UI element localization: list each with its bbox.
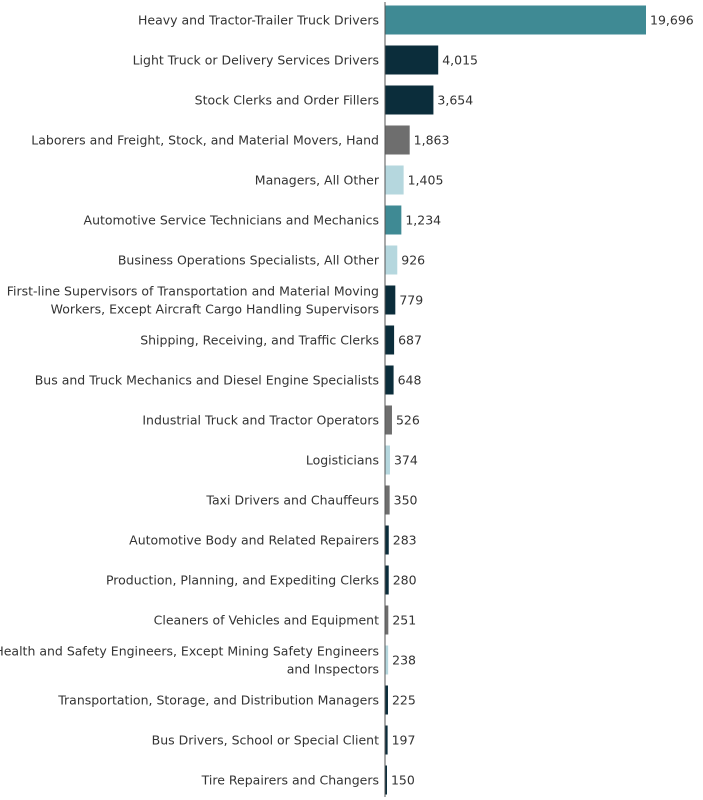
bar-18[interactable] bbox=[385, 725, 388, 755]
value-label-15: 251 bbox=[392, 613, 416, 628]
value-label-10: 526 bbox=[396, 413, 420, 428]
category-label-1: Light Truck or Delivery Services Drivers bbox=[133, 53, 379, 68]
bar-13[interactable] bbox=[385, 525, 389, 555]
bar-11[interactable] bbox=[385, 445, 390, 475]
category-label-15: Cleaners of Vehicles and Equipment bbox=[154, 613, 379, 628]
category-label-17: Transportation, Storage, and Distributio… bbox=[57, 693, 379, 708]
bar-14[interactable] bbox=[385, 565, 389, 595]
category-label-19: Tire Repairers and Changers bbox=[201, 773, 379, 788]
bar-10[interactable] bbox=[385, 405, 392, 435]
category-label-7-line-0: First-line Supervisors of Transportation… bbox=[7, 284, 379, 299]
value-label-16: 238 bbox=[392, 653, 416, 668]
value-label-17: 225 bbox=[392, 693, 416, 708]
bar-3[interactable] bbox=[385, 125, 410, 155]
category-label-5: Automotive Service Technicians and Mecha… bbox=[84, 213, 379, 228]
bar-1[interactable] bbox=[385, 45, 439, 75]
category-label-10: Industrial Truck and Tractor Operators bbox=[142, 413, 379, 428]
category-label-9: Bus and Truck Mechanics and Diesel Engin… bbox=[35, 373, 379, 388]
value-label-7: 779 bbox=[399, 293, 423, 308]
bar-0[interactable] bbox=[385, 5, 646, 35]
category-label-18: Bus Drivers, School or Special Client bbox=[152, 733, 379, 748]
category-label-6: Business Operations Specialists, All Oth… bbox=[118, 253, 380, 268]
value-label-2: 3,654 bbox=[437, 93, 473, 108]
category-labels-layer: Heavy and Tractor-Trailer Truck Drivers L… bbox=[0, 13, 380, 788]
value-label-11: 374 bbox=[394, 453, 418, 468]
value-label-13: 283 bbox=[393, 533, 417, 548]
value-label-3: 1,863 bbox=[414, 133, 450, 148]
value-label-5: 1,234 bbox=[405, 213, 441, 228]
bar-6[interactable] bbox=[385, 245, 398, 275]
category-label-2: Stock Clerks and Order Fillers bbox=[195, 93, 379, 108]
value-label-14: 280 bbox=[393, 573, 417, 588]
bar-15[interactable] bbox=[385, 605, 389, 635]
value-label-12: 350 bbox=[394, 493, 418, 508]
bar-12[interactable] bbox=[385, 485, 390, 515]
value-label-19: 150 bbox=[391, 773, 415, 788]
category-label-16-line-1: and Inspectors bbox=[287, 662, 379, 677]
bar-2[interactable] bbox=[385, 85, 434, 115]
bar-7[interactable] bbox=[385, 285, 396, 315]
category-label-7-line-1: Workers, Except Aircraft Cargo Handling … bbox=[51, 302, 379, 317]
category-label-4: Managers, All Other bbox=[255, 173, 380, 188]
category-label-8: Shipping, Receiving, and Traffic Clerks bbox=[140, 333, 379, 348]
bar-19[interactable] bbox=[385, 765, 387, 795]
category-label-16-line-0: Health and Safety Engineers, Except Mini… bbox=[0, 644, 379, 659]
category-label-12: Taxi Drivers and Chauffeurs bbox=[205, 493, 379, 508]
category-label-14: Production, Planning, and Expediting Cle… bbox=[106, 573, 379, 588]
value-labels-layer: 19,696 4,015 3,654 1,863 1,405 1,234 926 779 687… bbox=[391, 13, 694, 788]
bar-8[interactable] bbox=[385, 325, 395, 355]
value-label-9: 648 bbox=[398, 373, 422, 388]
category-label-11: Logisticians bbox=[306, 453, 379, 468]
value-label-18: 197 bbox=[392, 733, 416, 748]
category-label-13: Automotive Body and Related Repairers bbox=[129, 533, 379, 548]
category-label-0: Heavy and Tractor-Trailer Truck Drivers bbox=[138, 13, 379, 28]
value-label-4: 1,405 bbox=[408, 173, 444, 188]
bars-layer bbox=[385, 5, 646, 795]
value-label-8: 687 bbox=[398, 333, 422, 348]
bar-9[interactable] bbox=[385, 365, 394, 395]
bar-4[interactable] bbox=[385, 165, 404, 195]
bar-5[interactable] bbox=[385, 205, 402, 235]
bar-16[interactable] bbox=[385, 645, 389, 675]
value-label-6: 926 bbox=[401, 253, 425, 268]
value-label-0: 19,696 bbox=[650, 13, 694, 28]
value-label-1: 4,015 bbox=[442, 53, 478, 68]
bar-17[interactable] bbox=[385, 685, 388, 715]
category-label-3: Laborers and Freight, Stock, and Materia… bbox=[31, 133, 379, 148]
